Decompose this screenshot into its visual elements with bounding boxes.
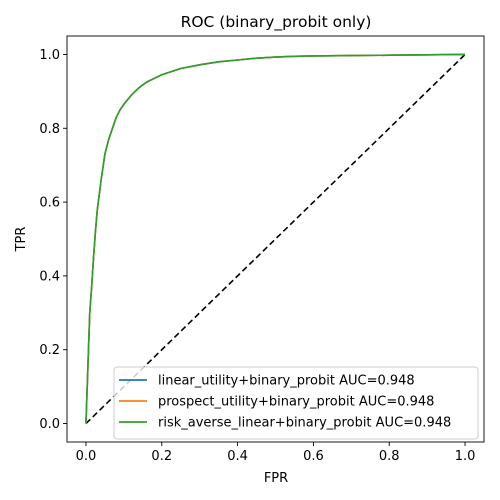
- reference-diagonal: [85, 53, 466, 425]
- y-tick-label: 1.0: [39, 48, 60, 63]
- legend-label-0: linear_utility+binary_probit AUC=0.948: [158, 374, 415, 389]
- y-axis-ticks: 0.0 0.2 0.4 0.6 0.8 1.0: [39, 48, 67, 432]
- x-axis-label: FPR: [264, 471, 288, 486]
- legend: linear_utility+binary_probit AUC=0.948 pr…: [113, 366, 479, 440]
- series-line-2: [85, 53, 466, 424]
- chart-title: ROC (binary_probit only): [181, 13, 372, 32]
- y-tick-label: 0.4: [39, 269, 60, 284]
- x-tick-label: 1.0: [455, 449, 476, 464]
- x-tick-label: 0.4: [227, 449, 248, 464]
- y-tick-label: 0.2: [39, 343, 60, 358]
- y-tick-label: 0.8: [39, 122, 60, 137]
- y-axis-label: TPR: [14, 227, 29, 253]
- y-tick-label: 0.0: [39, 417, 60, 432]
- legend-label-2: risk_averse_linear+binary_probit AUC=0.9…: [158, 416, 451, 431]
- legend-label-1: prospect_utility+binary_probit AUC=0.948: [158, 395, 434, 410]
- plot-area: [66, 35, 485, 443]
- x-axis-ticks: 0.0 0.2 0.4 0.6 0.8 1.0: [76, 442, 476, 464]
- x-tick-label: 0.6: [303, 449, 324, 464]
- x-tick-label: 0.2: [151, 449, 172, 464]
- y-tick-label: 0.6: [39, 196, 60, 211]
- x-tick-label: 0.0: [76, 449, 97, 464]
- legend-box: [113, 366, 479, 440]
- axes-frame: [66, 35, 485, 443]
- x-tick-label: 0.8: [379, 449, 400, 464]
